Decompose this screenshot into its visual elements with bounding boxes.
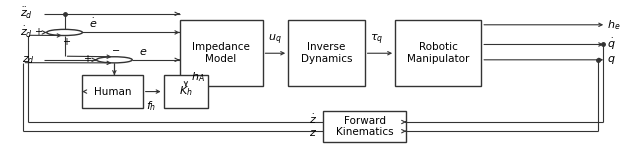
- Text: +: +: [83, 54, 92, 64]
- Circle shape: [47, 29, 83, 36]
- Text: $\ddot{z}_d$: $\ddot{z}_d$: [20, 6, 33, 21]
- Text: Impedance
Model: Impedance Model: [192, 42, 250, 64]
- Text: $h_A$: $h_A$: [191, 70, 205, 84]
- Text: $K_h$: $K_h$: [179, 85, 193, 98]
- Text: Forward
Kinematics: Forward Kinematics: [336, 116, 394, 137]
- Text: $e$: $e$: [139, 47, 147, 57]
- Bar: [179, 20, 262, 86]
- Bar: [395, 20, 481, 86]
- Text: Robotic
Manipulator: Robotic Manipulator: [407, 42, 469, 64]
- Bar: [82, 75, 143, 108]
- Text: Inverse
Dynamics: Inverse Dynamics: [301, 42, 352, 64]
- Text: Human: Human: [93, 87, 131, 97]
- Text: $h_e$: $h_e$: [607, 18, 621, 32]
- Bar: [164, 75, 208, 108]
- Text: $\dot{e}$: $\dot{e}$: [89, 16, 97, 30]
- Text: +: +: [33, 27, 42, 37]
- Text: $\dot{z}_d$: $\dot{z}_d$: [20, 25, 33, 40]
- Text: +: +: [63, 37, 70, 47]
- Text: $q$: $q$: [607, 54, 616, 66]
- Text: $z_d$: $z_d$: [22, 54, 35, 66]
- Text: $u_q$: $u_q$: [268, 33, 282, 47]
- Text: $f_h$: $f_h$: [146, 99, 156, 113]
- Text: $z$: $z$: [308, 128, 317, 138]
- Text: $\dot{q}$: $\dot{q}$: [607, 37, 616, 52]
- Text: $\dot{z}$: $\dot{z}$: [308, 113, 317, 126]
- Bar: [288, 20, 365, 86]
- Text: $\tau_q$: $\tau_q$: [370, 33, 383, 47]
- Text: −: −: [112, 46, 120, 56]
- Bar: [323, 111, 406, 142]
- Circle shape: [97, 57, 132, 63]
